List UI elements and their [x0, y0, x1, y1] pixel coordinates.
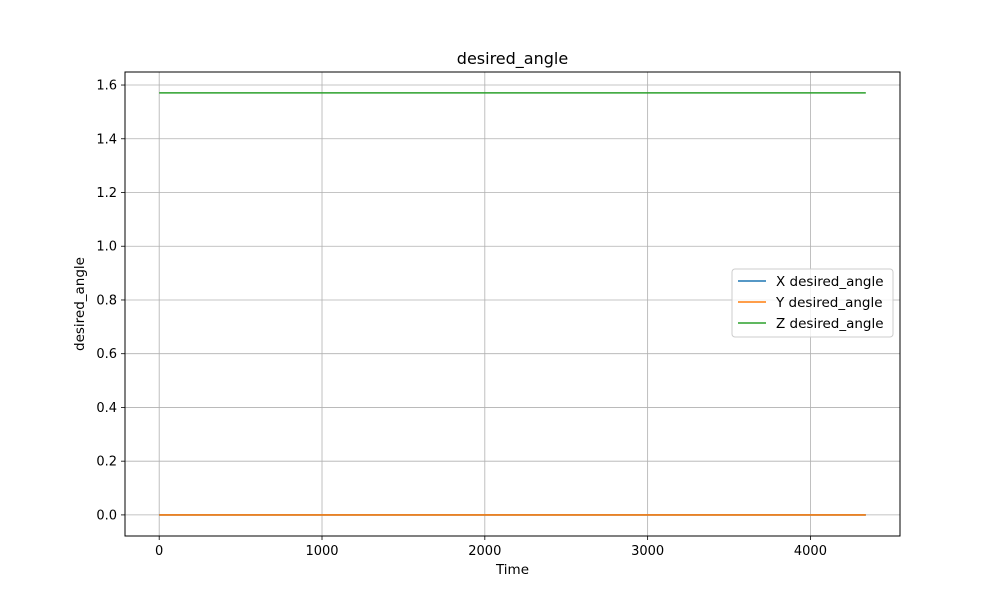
legend-entries: X desired_angle Y desired_angle Z desired_… — [738, 274, 884, 332]
y-tick-label: 1.6 — [96, 79, 117, 94]
x-tick-label: 4000 — [794, 544, 827, 559]
axes-frame — [124, 71, 901, 537]
chart-title: desired_angle — [457, 49, 568, 69]
y-tick-label: 0.8 — [96, 293, 117, 308]
y-tick-label: 1.2 — [96, 186, 117, 201]
series-lines — [159, 92, 866, 516]
y-tick-label: 0.2 — [96, 455, 117, 470]
x-tick-label: 1000 — [305, 544, 338, 559]
y-tick-label: 0.4 — [96, 401, 117, 416]
y-tick-label: 0.0 — [96, 508, 117, 523]
legend-label: Z desired_angle — [776, 316, 884, 332]
x-tick-label: 2000 — [468, 544, 501, 559]
y-axis-label: desired_angle — [72, 257, 88, 351]
x-tick-label: 3000 — [631, 544, 664, 559]
ticks: 0 1000 2000 3000 4000 0.0 0.2 0.4 0.6 0.8 1.0 1.2 1.… — [96, 79, 827, 559]
y-tick-label: 1.0 — [96, 240, 117, 255]
legend-label: X desired_angle — [776, 274, 884, 290]
legend-label: Y desired_angle — [775, 295, 883, 311]
legend-frame — [731, 268, 894, 338]
legend: X desired_angle Y desired_angle Z desired_… — [731, 268, 894, 338]
x-axis-label: Time — [495, 562, 529, 578]
y-tick-label: 0.6 — [96, 347, 117, 362]
x-tick-label: 0 — [155, 544, 163, 559]
y-tick-label: 1.4 — [96, 132, 117, 147]
